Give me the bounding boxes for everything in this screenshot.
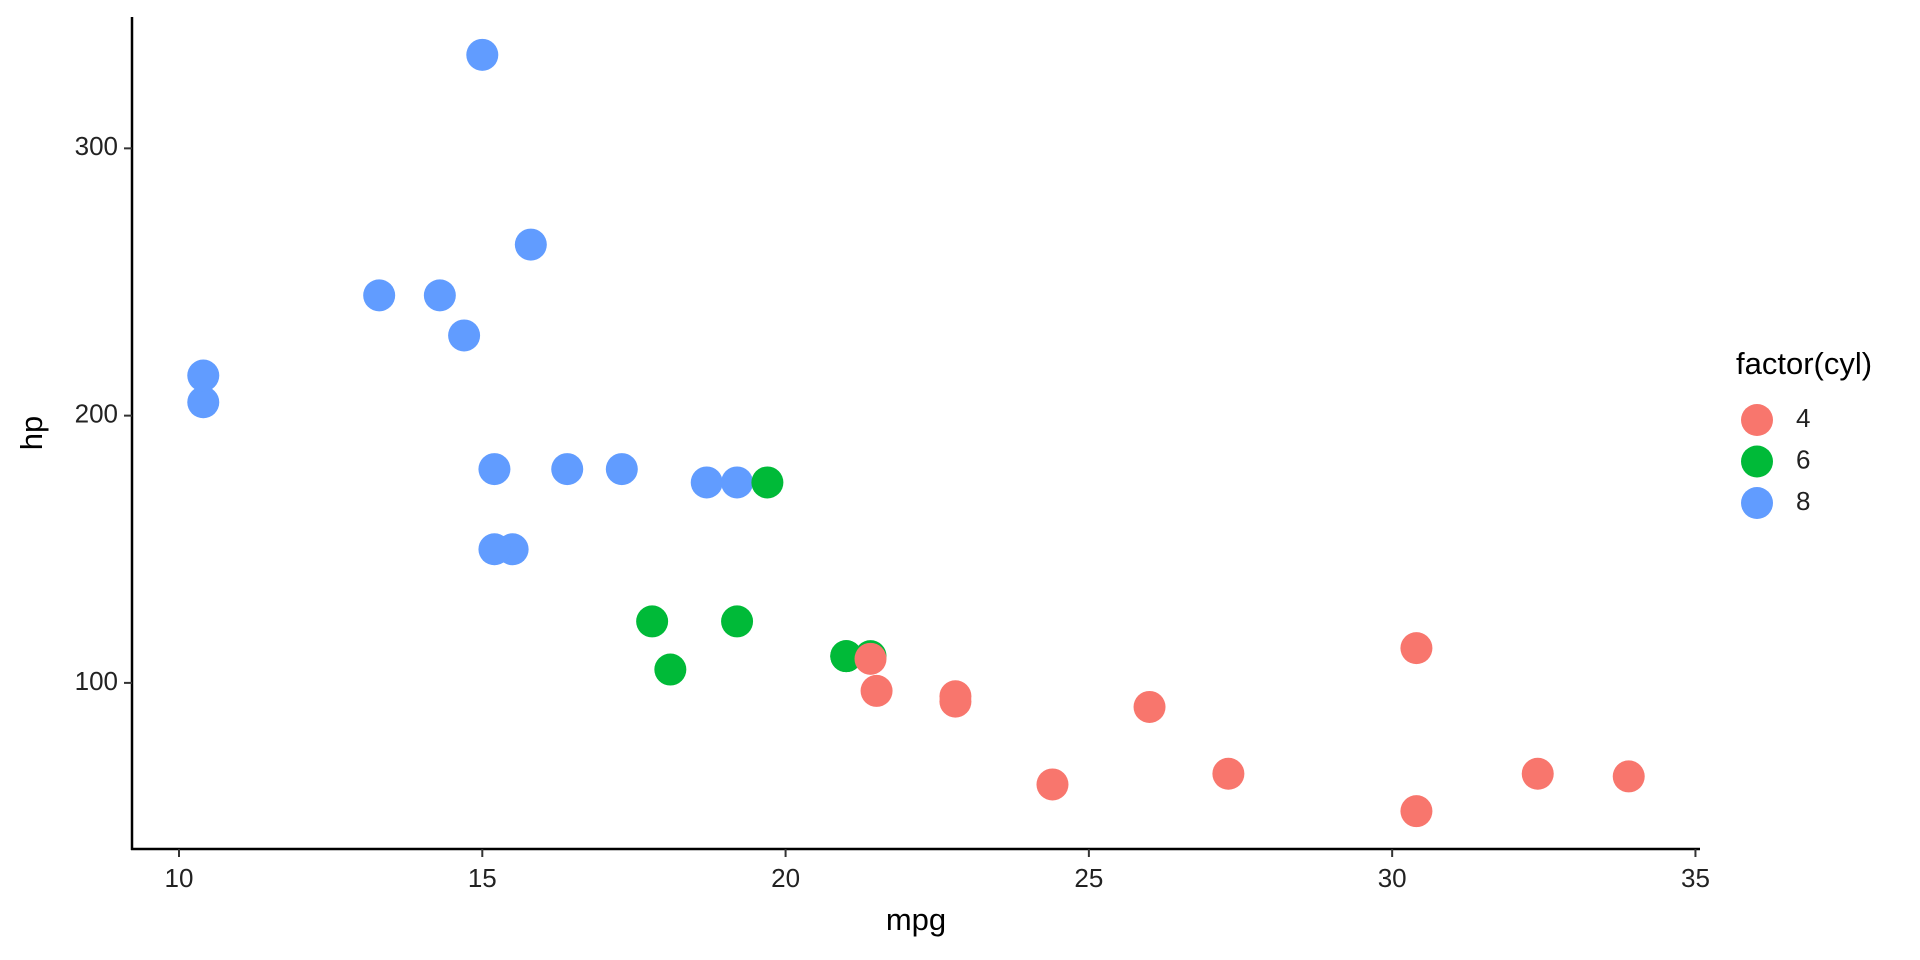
point: [187, 359, 220, 392]
point: [448, 319, 481, 352]
point: [854, 642, 887, 675]
point: [939, 680, 972, 713]
point: [605, 453, 638, 486]
legend-label: 6: [1796, 444, 1810, 474]
legend-swatch: [1741, 487, 1773, 519]
point: [636, 605, 669, 638]
x-tick-label: 30: [1378, 863, 1407, 893]
point: [654, 653, 687, 686]
x-tick-label: 20: [771, 863, 800, 893]
point: [1612, 760, 1645, 793]
point: [423, 279, 456, 312]
point: [1521, 757, 1554, 790]
legend-title: factor(cyl): [1736, 346, 1872, 381]
x-tick-label: 25: [1074, 863, 1103, 893]
legend-label: 4: [1796, 403, 1810, 433]
legend-swatch: [1741, 404, 1773, 436]
x-tick-label: 35: [1681, 863, 1710, 893]
point: [721, 605, 754, 638]
point: [1133, 690, 1166, 723]
point: [551, 453, 584, 486]
point: [478, 533, 511, 566]
legend-label: 8: [1796, 486, 1810, 516]
point: [690, 466, 723, 499]
point: [1036, 768, 1069, 801]
point: [1400, 632, 1433, 665]
point: [514, 228, 547, 261]
point: [860, 674, 893, 707]
point: [478, 453, 511, 486]
point: [721, 466, 754, 499]
point: [1212, 757, 1245, 790]
legend-swatch: [1741, 445, 1773, 478]
point: [830, 640, 863, 673]
y-axis-title: hp: [14, 416, 49, 450]
x-tick-label: 15: [468, 863, 497, 893]
point: [363, 279, 396, 312]
point: [1400, 795, 1433, 828]
y-tick-label: 100: [75, 666, 118, 696]
point: [751, 466, 784, 499]
y-tick-label: 200: [75, 399, 118, 429]
x-tick-label: 10: [165, 863, 194, 893]
point: [466, 38, 499, 71]
point: [187, 386, 220, 419]
y-tick-label: 300: [75, 131, 118, 161]
x-axis-title: mpg: [886, 902, 946, 937]
